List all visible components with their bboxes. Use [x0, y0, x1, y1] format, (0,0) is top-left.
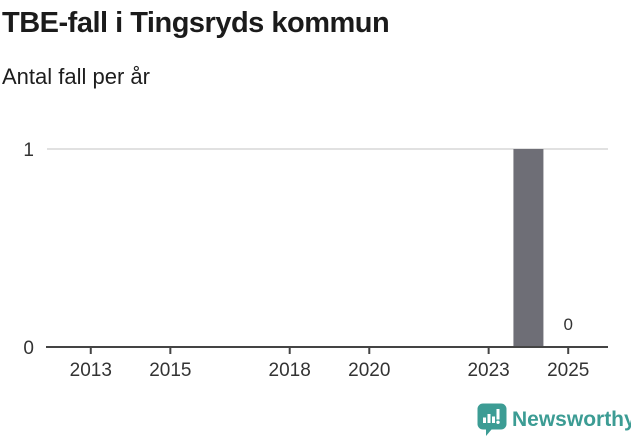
bar-2024 [513, 149, 544, 347]
x-tick-label-2015: 2015 [149, 360, 191, 381]
y-tick-label-0: 0 [23, 338, 34, 359]
newsworthy-brand-text: Newsworthy [512, 407, 631, 431]
x-tick-label-2023: 2023 [467, 360, 509, 381]
x-tick-label-2025: 2025 [547, 360, 589, 381]
value-label-2025: 0 [563, 315, 572, 334]
logo-mini-bars [483, 409, 500, 424]
newsworthy-logo: Newsworthy [477, 403, 631, 436]
y-tick-label-1: 1 [23, 140, 34, 161]
chart-subtitle: Antal fall per år [2, 64, 150, 89]
newsworthy-logo-icon [477, 403, 507, 436]
bar-chart: 2013 2015 2018 2020 2023 2025 0 1 0 [23, 140, 608, 381]
x-tick-label-2018: 2018 [269, 360, 311, 381]
x-tick-label-2013: 2013 [70, 360, 112, 381]
x-tick-label-2020: 2020 [348, 360, 390, 381]
chart-title: TBE-fall i Tingsryds kommun [2, 7, 390, 39]
